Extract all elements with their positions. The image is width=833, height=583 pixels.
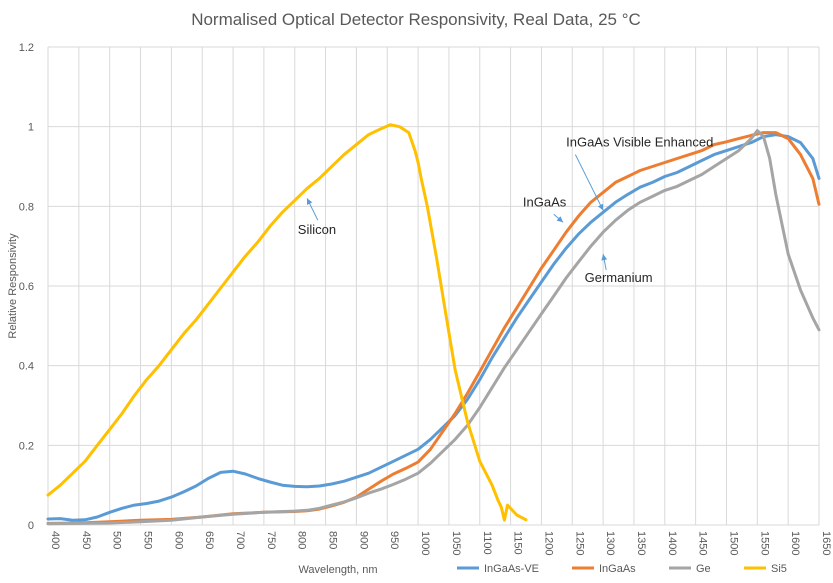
series-line-ingaas [46, 131, 821, 525]
chart-title: Normalised Optical Detector Responsivity… [191, 10, 641, 29]
x-tick-label: 800 [296, 531, 308, 549]
x-tick-label: 600 [172, 531, 184, 549]
x-tick-label: 1500 [727, 531, 739, 555]
y-axis-label: Relative Responsivity [7, 233, 19, 339]
x-tick-label: 400 [49, 531, 61, 549]
series-line-si5 [46, 123, 528, 522]
series-line-ge [46, 129, 821, 526]
x-tick-label: 700 [234, 531, 246, 549]
legend-label: InGaAs [599, 563, 636, 575]
y-tick-label: 0.8 [19, 201, 34, 213]
annotation-label: InGaAs [523, 194, 567, 209]
legend: InGaAs-VE InGaAs Ge Si5 [457, 563, 787, 575]
y-tick-label: 0.2 [19, 440, 34, 452]
annotation-arrow [601, 254, 608, 271]
y-axis-ticks: 0 0.2 0.4 0.6 0.8 1 1.2 [19, 42, 34, 532]
annotation-arrow [574, 154, 604, 211]
x-tick-label: 1350 [635, 531, 647, 555]
x-tick-label: 500 [111, 531, 123, 549]
annotation-arrow [553, 213, 564, 223]
annotation-arrow [306, 198, 319, 221]
legend-label: Si5 [771, 563, 787, 575]
x-tick-label: 1550 [758, 531, 770, 555]
annotation-label: Silicon [298, 222, 336, 237]
x-tick-label: 1000 [419, 531, 431, 555]
x-tick-label: 1450 [697, 531, 709, 555]
x-tick-label: 850 [327, 531, 339, 549]
y-tick-label: 0.6 [19, 281, 34, 293]
x-tick-label: 750 [265, 531, 277, 549]
annotations: Silicon InGaAs Visible Enhanced InGaAs Germ… [298, 135, 714, 285]
y-tick-label: 0 [28, 520, 34, 532]
x-tick-label: 1650 [820, 531, 832, 555]
x-tick-label: 1100 [481, 531, 493, 555]
x-tick-label: 1400 [666, 531, 678, 555]
x-tick-label: 1300 [604, 531, 616, 555]
x-tick-label: 1050 [450, 531, 462, 555]
x-tick-label: 650 [203, 531, 215, 549]
series-lines [46, 123, 821, 526]
grid [47, 46, 820, 526]
legend-label: Ge [696, 563, 711, 575]
series-line-ingaas-ve [46, 133, 821, 522]
x-tick-label: 1600 [789, 531, 801, 555]
y-tick-label: 0.4 [19, 361, 34, 373]
x-tick-label: 950 [388, 531, 400, 549]
x-tick-label: 450 [80, 531, 92, 549]
y-tick-label: 1.2 [19, 42, 34, 54]
x-tick-label: 1150 [512, 531, 524, 555]
x-tick-label: 1200 [542, 531, 554, 555]
x-tick-label: 900 [357, 531, 369, 549]
x-axis-ticks: 400 450 500 550 600 650 700 750 800 850 900 950 1000… [49, 531, 832, 555]
y-tick-label: 1 [28, 122, 34, 134]
x-axis-label: Wavelength, nm [298, 564, 377, 576]
annotation-label: InGaAs Visible Enhanced [566, 135, 713, 150]
annotation-label: Germanium [585, 270, 653, 285]
legend-label: InGaAs-VE [484, 563, 539, 575]
x-tick-label: 1250 [573, 531, 585, 555]
x-tick-label: 550 [142, 531, 154, 549]
